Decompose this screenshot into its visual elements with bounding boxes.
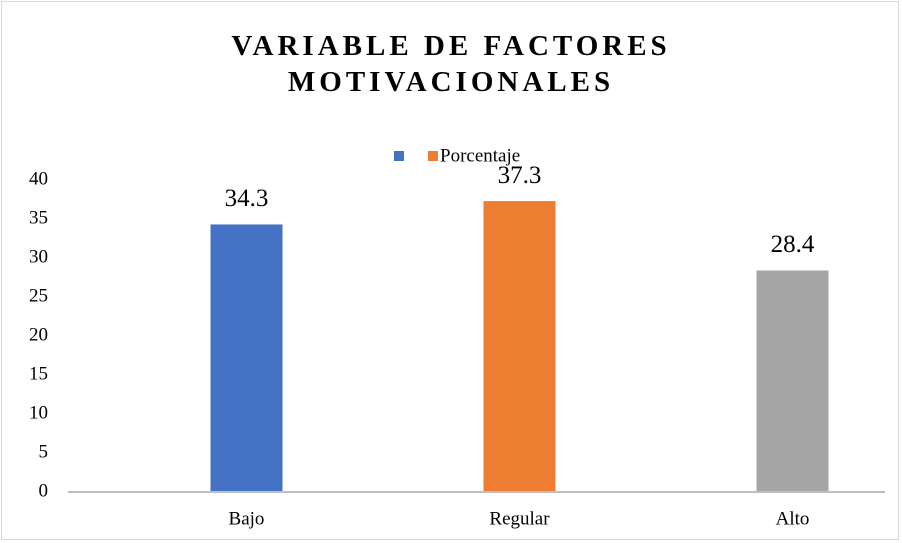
y-tick-label: 0 <box>39 480 49 501</box>
y-tick-label: 5 <box>39 441 49 462</box>
legend-label: Porcentaje <box>440 145 520 166</box>
legend-swatch <box>428 151 438 161</box>
bar <box>483 201 556 492</box>
chart-title: VARIABLE DE FACTORES MOTIVACIONALES <box>231 30 671 98</box>
y-tick-label: 10 <box>29 402 48 423</box>
legend-swatch <box>394 151 404 161</box>
bar <box>756 270 829 492</box>
data-label: 28.4 <box>771 231 815 258</box>
x-tick-label: Bajo <box>229 508 265 529</box>
y-tick-label: 40 <box>29 168 48 189</box>
data-label: 37.3 <box>498 162 542 189</box>
y-tick-label: 20 <box>29 324 48 345</box>
data-label: 34.3 <box>225 185 269 212</box>
x-tick-label: Regular <box>489 508 550 529</box>
bar <box>210 224 283 492</box>
y-tick-label: 25 <box>29 285 48 306</box>
y-tick-label: 15 <box>29 363 48 384</box>
y-tick-label: 30 <box>29 246 48 267</box>
y-tick-label: 35 <box>29 207 48 228</box>
x-tick-label: Alto <box>776 508 810 529</box>
